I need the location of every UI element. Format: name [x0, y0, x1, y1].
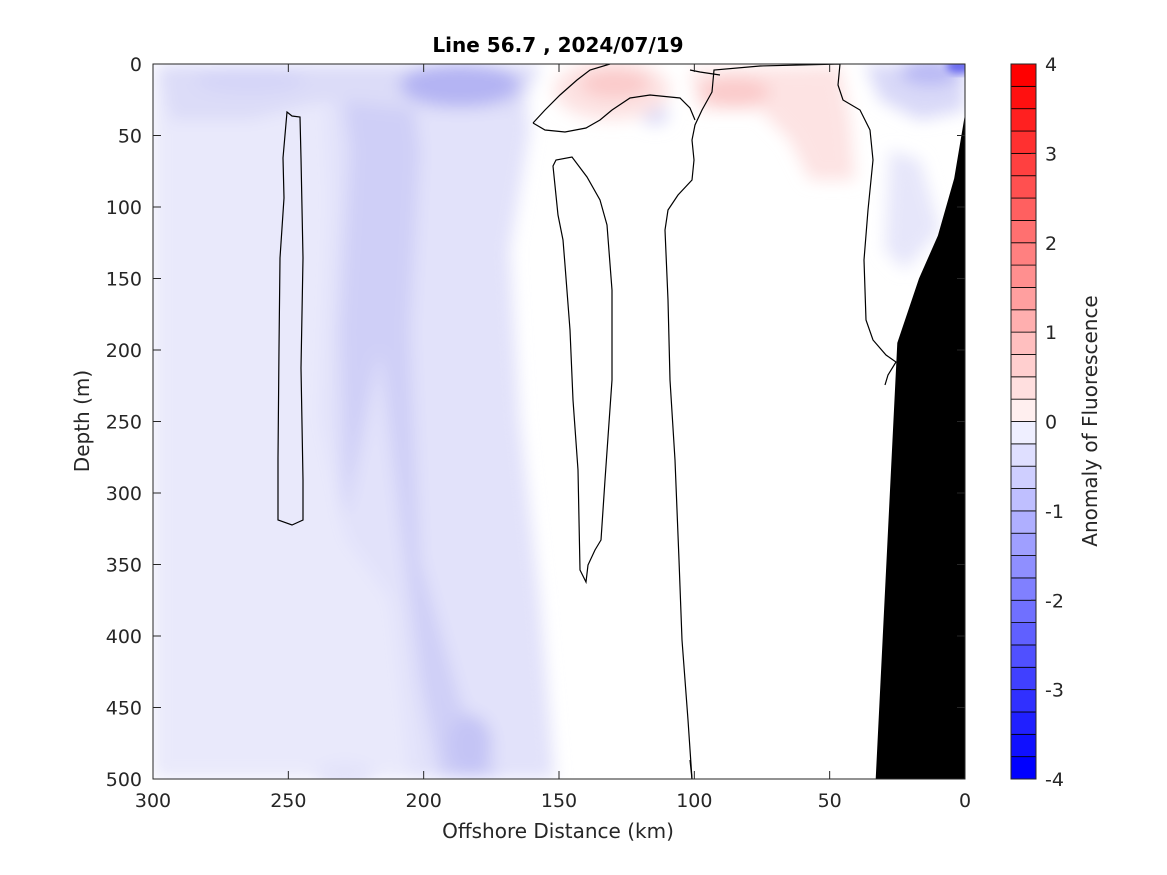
colorbar-segment — [1010, 711, 1037, 735]
colorbar-tick-label: -3 — [1045, 680, 1064, 702]
x-axis-label: Offshore Distance (km) — [442, 819, 674, 843]
colorbar-segment — [1010, 577, 1037, 601]
y-tick-label: 100 — [106, 197, 142, 219]
zero-contours — [277, 64, 897, 779]
anomaly-region-positive-2-core — [700, 78, 770, 106]
y-tick-label: 50 — [118, 126, 142, 148]
colorbar-segment — [1010, 242, 1037, 266]
colorbar-tick-label: -1 — [1045, 501, 1064, 523]
x-tick-label: 0 — [959, 790, 971, 812]
chart-title: Line 56.7 , 2024/07/19 — [432, 33, 683, 57]
y-tick-label: 200 — [106, 340, 142, 362]
anomaly-region-negative-core — [340, 80, 500, 779]
x-tick-label: 250 — [270, 790, 306, 812]
colorbar-segment — [1010, 689, 1037, 713]
colorbar-tick-label: -4 — [1045, 769, 1064, 791]
y-tick-label: 450 — [106, 698, 142, 720]
colorbar-segment — [1010, 465, 1037, 489]
anomaly-region-positive-1-core — [580, 70, 650, 98]
anomaly-region-bottom-core — [448, 715, 492, 775]
seafloor-mask — [875, 114, 965, 780]
colorbar-segment — [1010, 421, 1037, 445]
x-tick-label: 100 — [676, 790, 712, 812]
colorbar-segment — [1010, 175, 1037, 199]
y-tick-label: 250 — [106, 412, 142, 434]
colorbar-tick-label: 4 — [1045, 54, 1057, 76]
colorbar-segment — [1010, 130, 1037, 154]
anomaly-region-offshore — [153, 64, 410, 779]
colorbar-segment — [1010, 599, 1037, 623]
colorbar-segment — [1010, 532, 1037, 556]
y-axis: 0 50 100 150 200 250 300 350 400 450 500 — [106, 54, 965, 791]
colorbar-segment — [1010, 354, 1037, 378]
colorbar-segment — [1010, 510, 1037, 534]
colorbar-segment — [1010, 733, 1037, 758]
anomaly-region-surface-patch-offshore — [195, 66, 305, 94]
anomaly-region-surface-patch — [400, 64, 520, 107]
y-tick-label: 0 — [130, 54, 142, 76]
colorbar-label: Anomaly of Fluorescence — [1078, 295, 1102, 546]
colorbar-segment — [1010, 197, 1037, 221]
zero-contour-offshore-loop — [277, 110, 304, 526]
colorbar-segment — [1010, 331, 1037, 355]
y-tick-label: 300 — [106, 483, 142, 505]
colorbar-tick-label: 2 — [1045, 233, 1057, 255]
colorbar-segment — [1010, 555, 1037, 579]
colorbar-segment — [1010, 756, 1037, 780]
contour-fill — [153, 64, 965, 779]
colorbar-segment — [1010, 644, 1037, 668]
anomaly-region-corner — [946, 64, 965, 74]
colorbar-segment — [1010, 376, 1037, 400]
colorbar-tick-label: 3 — [1045, 143, 1057, 165]
zero-contour-surface — [532, 64, 721, 133]
anomaly-region-nearshore-core — [900, 64, 960, 86]
colorbar-segment — [1010, 108, 1037, 132]
colorbar-segment — [1010, 287, 1037, 311]
anomaly-region-bottom-left — [315, 761, 375, 779]
colorbar-segment — [1010, 152, 1037, 177]
plot-area — [152, 63, 966, 780]
y-tick-label: 150 — [106, 269, 142, 291]
y-tick-label: 400 — [106, 626, 142, 648]
colorbar-segment — [1010, 63, 1037, 87]
zero-contour-nearshore-edge — [689, 759, 693, 779]
colorbar-tick-label: 0 — [1045, 412, 1057, 434]
x-tick-label: 300 — [135, 790, 171, 812]
x-axis: 300 250 200 150 100 50 0 — [135, 64, 971, 812]
x-tick-label: 150 — [541, 790, 577, 812]
y-axis-label: Depth (m) — [70, 370, 94, 472]
colorbar-segment — [1010, 264, 1037, 288]
colorbar-segment — [1010, 220, 1037, 244]
colorbar-segment — [1010, 398, 1037, 422]
colorbar-segment — [1010, 443, 1037, 467]
colorbar-tick-label: 1 — [1045, 322, 1057, 344]
colorbar-tick-label: -2 — [1045, 590, 1064, 612]
colorbar-segment — [1010, 622, 1037, 646]
colorbar-segment — [1010, 666, 1037, 691]
zero-contour-upper — [664, 64, 897, 779]
zero-contour-mid-loop — [552, 156, 613, 585]
anomaly-region-nearshore-slope — [885, 150, 940, 270]
colorbar-segment — [1010, 309, 1037, 333]
colorbar: -4 -3 -2 -1 0 1 2 3 4 — [1010, 54, 1064, 791]
x-tick-label: 200 — [406, 790, 442, 812]
y-tick-label: 350 — [106, 555, 142, 577]
y-tick-label: 500 — [106, 769, 142, 791]
colorbar-segment — [1010, 488, 1037, 512]
colorbar-segment — [1010, 85, 1037, 110]
x-tick-label: 50 — [818, 790, 842, 812]
